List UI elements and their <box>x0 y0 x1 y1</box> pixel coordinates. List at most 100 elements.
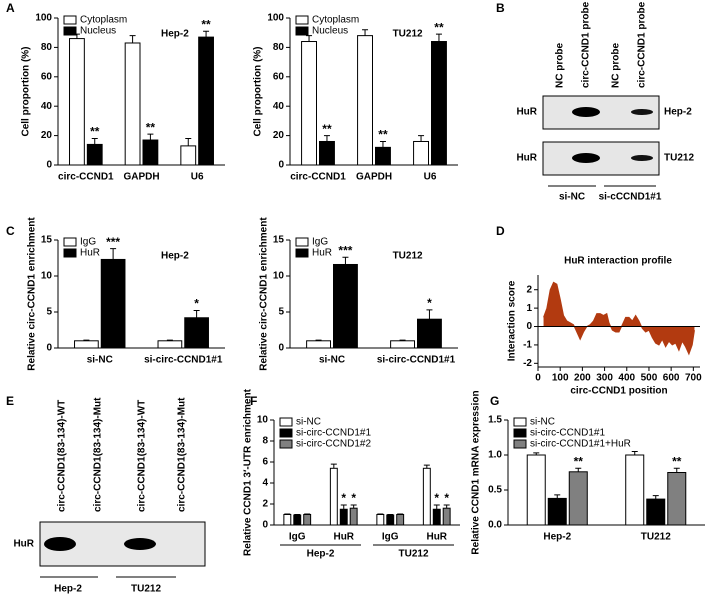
y-tick-label: 60 <box>41 71 53 82</box>
legend-label: si-NC <box>296 417 321 428</box>
group-label: si-NC <box>559 192 585 203</box>
legend-swatch <box>63 237 77 247</box>
y-tick-label: 0.0 <box>488 520 502 531</box>
legend-label: si-NC <box>530 417 555 428</box>
error-bar <box>129 35 136 43</box>
y-tick-label: 0 <box>526 321 532 332</box>
bar <box>625 454 645 526</box>
legend-swatch <box>279 417 293 427</box>
group-label: Hep-2 <box>54 584 82 595</box>
lane-label: NC probe <box>555 43 566 88</box>
band <box>631 155 653 161</box>
legend-swatch <box>279 428 293 438</box>
error-bar <box>426 309 433 320</box>
lane-label: circ-CCND1(83-134)-WT <box>57 400 68 512</box>
bar <box>646 498 666 526</box>
error-bar <box>166 339 173 341</box>
significance: ** <box>672 454 682 468</box>
bar <box>526 454 546 526</box>
panel-label: C <box>6 224 15 238</box>
panel-label: G <box>490 394 499 408</box>
bar <box>198 36 214 166</box>
x-tick-label: 400 <box>618 373 635 384</box>
panel-label: B <box>496 1 505 15</box>
error-bar <box>554 494 561 499</box>
significance: * <box>434 491 439 505</box>
y-tick-label: 5 <box>278 307 284 318</box>
bar <box>413 140 429 166</box>
error-bar <box>147 133 154 141</box>
x-tick-label: 600 <box>663 373 680 384</box>
legend-swatch <box>295 248 309 258</box>
bar <box>74 340 99 349</box>
significance: * <box>427 296 432 310</box>
error-bar <box>673 467 680 473</box>
legend-label: IgG <box>312 237 328 248</box>
error-bar <box>193 310 200 318</box>
legend-swatch <box>513 428 527 438</box>
x-tick-label: GAPDH <box>123 172 159 183</box>
significance: ** <box>574 454 584 468</box>
y-tick-label: 40 <box>41 101 53 112</box>
legend-swatch <box>63 26 77 36</box>
error-bar <box>379 140 386 148</box>
y-tick-label: 15 <box>41 235 53 246</box>
group-label: TU212 <box>398 549 428 560</box>
y-tick-label: 1.0 <box>488 450 502 461</box>
bar <box>547 497 567 526</box>
y-axis-label: Relative CCND1 3′-UTR enrichment <box>243 388 254 556</box>
y-axis-label: Relative circ-CCND1 enrichment <box>27 217 38 371</box>
error-bar <box>377 513 384 515</box>
lane-label: NC probe <box>611 43 622 88</box>
y-tick-label: 10 <box>273 271 285 282</box>
y-tick-label: 0 <box>46 343 52 354</box>
legend-label: HuR <box>80 248 100 259</box>
legend-swatch <box>513 439 527 449</box>
bar <box>319 140 335 166</box>
significance: ** <box>434 20 444 34</box>
error-bar <box>342 256 349 265</box>
y-tick-label: 0 <box>262 520 268 531</box>
error-bar <box>315 339 322 341</box>
y-tick-label: 2 <box>526 284 532 295</box>
legend-label: Nucleus <box>80 26 116 37</box>
bar <box>375 146 391 166</box>
y-tick-label: 60 <box>273 71 285 82</box>
chart-title: Hep-2 <box>161 29 189 40</box>
x-tick-label: GAPDH <box>356 172 392 183</box>
error-bar <box>294 514 301 516</box>
error-bar <box>110 248 117 260</box>
error-bar <box>443 504 450 509</box>
x-tick-label: IgG <box>289 532 306 543</box>
y-axis-label: Relative circ-CCND1 enrichment <box>259 217 270 371</box>
error-bar <box>323 135 330 142</box>
x-tick-label: si-circ-CCND1#1 <box>144 355 223 366</box>
x-tick-label: 300 <box>596 373 613 384</box>
bar <box>442 507 451 526</box>
legend-label: si-circ-CCND1#1 <box>296 428 371 439</box>
x-tick-label: circ-CCND1 <box>290 172 346 183</box>
x-tick-label: si-NC <box>87 355 113 366</box>
bar <box>568 471 588 526</box>
lane-label: circ-CCND1 probe <box>581 1 592 88</box>
bar <box>333 263 358 349</box>
blot-e: circ-CCND1(83-134)-WT circ-CCND1(83-134)… <box>13 397 206 595</box>
bar <box>422 467 431 526</box>
y-tick-label: 100 <box>267 13 284 24</box>
lane-label: circ-CCND1(83-134)-WT <box>137 400 148 512</box>
bar <box>100 258 126 349</box>
lane-label: circ-CCND1(83-134)-Mut <box>93 397 104 512</box>
legend-label: Cytoplasm <box>312 15 359 26</box>
x-tick-label: IgG <box>382 532 399 543</box>
bar <box>386 514 395 526</box>
y-tick-label: 80 <box>41 42 53 53</box>
significance: * <box>341 491 346 505</box>
bar <box>180 145 197 166</box>
error-bar <box>533 452 540 455</box>
y-tick-label: 80 <box>273 42 285 53</box>
y-tick-label: 8 <box>262 436 268 447</box>
x-tick-label: TU212 <box>641 532 671 543</box>
x-tick-label: U6 <box>424 172 437 183</box>
y-tick-label: 40 <box>273 101 285 112</box>
band <box>124 538 156 550</box>
